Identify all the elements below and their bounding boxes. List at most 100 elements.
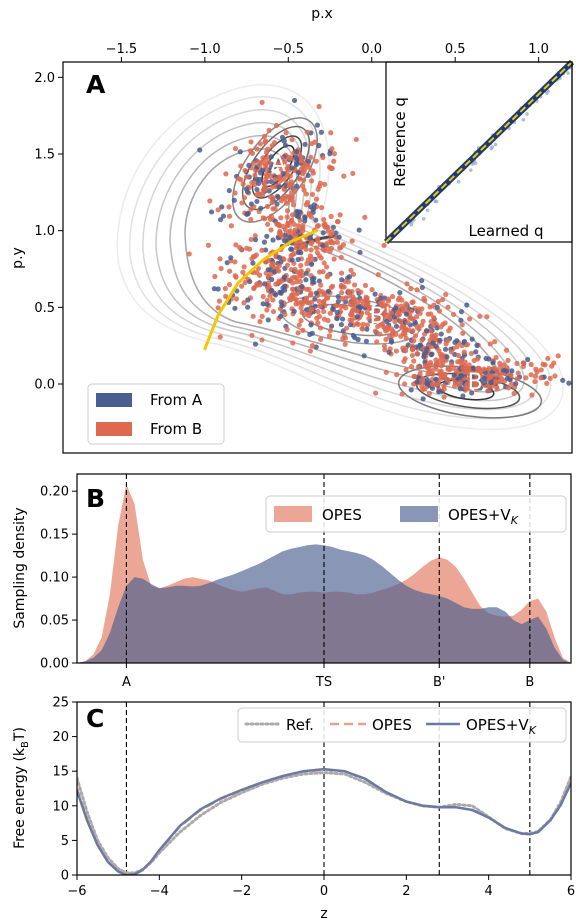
sample-point [328, 130, 334, 136]
sample-point [274, 201, 280, 207]
sample-point [505, 385, 512, 391]
sample-point [306, 313, 312, 319]
sample-point [409, 347, 416, 353]
sample-point [257, 319, 263, 325]
sample-point [375, 272, 381, 278]
legend-label-opes: OPES [322, 506, 362, 524]
sample-point [239, 200, 245, 206]
sample-point [464, 381, 470, 387]
sample-point [405, 342, 411, 348]
sample-point [293, 154, 299, 161]
sample-point [282, 226, 288, 232]
sample-point [433, 357, 439, 363]
sample-point [282, 311, 288, 318]
panel-a-xtick-label: 0.0 [361, 42, 382, 57]
sample-point [259, 313, 265, 319]
sample-point [259, 99, 265, 106]
sample-point [294, 208, 300, 215]
sample-point [425, 311, 431, 317]
sample-point [450, 311, 457, 318]
sample-point [307, 212, 313, 218]
sample-point [545, 355, 551, 362]
sample-point [355, 336, 361, 343]
sample-point [398, 333, 404, 339]
sample-point [241, 195, 248, 201]
sample-point [282, 283, 288, 289]
sample-point [306, 286, 312, 293]
sample-point [414, 314, 420, 320]
sample-point [320, 268, 326, 275]
sample-point [299, 283, 305, 290]
sample-point [270, 195, 276, 201]
sample-point [250, 160, 256, 167]
sample-point [487, 341, 493, 347]
sample-point [334, 315, 340, 322]
sample-point [212, 273, 218, 280]
panel-a-ytick-label: 0.0 [34, 378, 55, 393]
sample-point [369, 286, 375, 293]
inset-ylabel: Reference q [391, 97, 409, 187]
sample-point [298, 317, 304, 324]
sample-point [329, 229, 335, 235]
panel-b-ytick-label: 0.20 [40, 485, 69, 500]
sample-point [471, 357, 477, 364]
sample-point [282, 238, 288, 244]
sample-point [260, 301, 266, 307]
panel-c-xtick-label: −4 [150, 884, 169, 899]
sample-point [513, 381, 519, 387]
sample-point [421, 354, 427, 360]
sample-point [566, 380, 572, 386]
sample-point [308, 178, 315, 184]
sample-point [481, 375, 488, 381]
sample-point [356, 227, 362, 233]
sample-point [288, 246, 294, 252]
sample-point [372, 291, 378, 297]
sample-point [303, 202, 309, 208]
sample-point [445, 377, 451, 383]
sample-point [263, 167, 270, 173]
sample-point [303, 277, 309, 283]
sample-point [254, 198, 260, 205]
panel-a: A B' B Learned q Reference q From A From B… [10, 6, 575, 454]
sample-point [285, 220, 291, 226]
sample-point [334, 309, 340, 316]
sample-point [276, 278, 282, 284]
legend-swatch-opes [274, 506, 312, 522]
panel-c-ytick-label: 0 [61, 869, 69, 884]
sample-point [343, 325, 350, 331]
sample-point [311, 202, 317, 208]
panel-a-frame [62, 61, 573, 454]
sample-point [266, 160, 272, 166]
sample-point [218, 265, 224, 272]
sample-point [430, 371, 436, 377]
legend-label-opes-vk-c: OPES+VK [466, 716, 537, 737]
sample-point [295, 256, 301, 263]
sample-point [405, 320, 411, 326]
sample-point [383, 369, 389, 375]
sample-point [534, 369, 540, 375]
sample-point [309, 239, 315, 245]
sample-point [215, 305, 221, 311]
sample-point [282, 232, 288, 238]
sample-point [228, 223, 234, 229]
sample-point [497, 364, 503, 370]
sample-point [308, 322, 314, 328]
sample-point [316, 183, 323, 190]
sample-point [444, 354, 450, 360]
legend-label-from-b: From B [150, 420, 202, 438]
sample-point [363, 296, 369, 302]
sample-point [528, 361, 534, 368]
sample-point [354, 313, 360, 320]
sample-point [308, 154, 314, 160]
sample-point [408, 364, 415, 370]
sample-point [307, 253, 314, 259]
sample-point [257, 162, 263, 168]
inset-point [433, 199, 437, 204]
sample-point [377, 331, 383, 337]
sample-point [315, 320, 321, 326]
panel-a-xlabel: p.x [311, 6, 333, 22]
sample-point [473, 349, 479, 355]
sample-point [393, 323, 400, 329]
sample-point [274, 221, 280, 227]
sample-point [259, 247, 265, 253]
